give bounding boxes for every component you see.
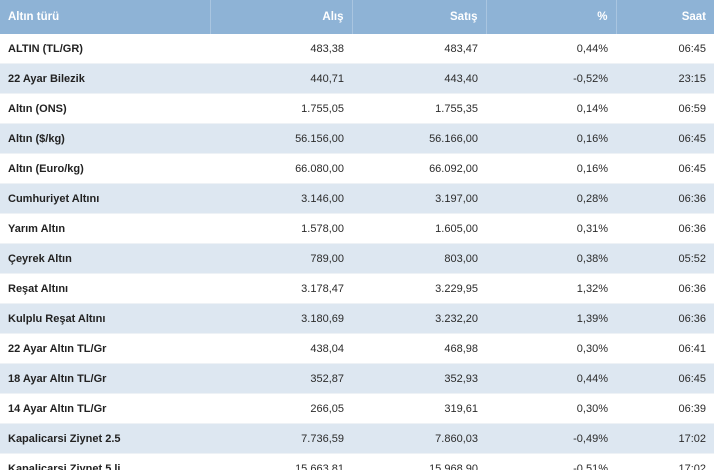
cell-gold-type[interactable]: Yarım Altın xyxy=(0,213,210,244)
table-row[interactable]: Yarım Altın 1.578,00 1.605,00 0,31% 06:36 xyxy=(0,213,714,244)
cell-sell: 1.605,00 xyxy=(352,213,486,244)
cell-percent: 0,14% xyxy=(486,93,616,124)
cell-buy: 3.146,00 xyxy=(210,183,352,214)
table-row[interactable]: Cumhuriyet Altını 3.146,00 3.197,00 0,28% 06… xyxy=(0,183,714,214)
cell-gold-type[interactable]: Altın (Euro/kg) xyxy=(0,153,210,184)
cell-buy: 56.156,00 xyxy=(210,123,352,154)
cell-buy: 66.080,00 xyxy=(210,153,352,184)
header-time[interactable]: Saat xyxy=(616,0,714,34)
cell-buy: 3.180,69 xyxy=(210,303,352,334)
cell-buy: 352,87 xyxy=(210,363,352,394)
table-row[interactable]: Çeyrek Altın 789,00 803,00 0,38% 05:52 xyxy=(0,243,714,274)
cell-time: 17:02 xyxy=(616,423,714,454)
cell-sell: 1.755,35 xyxy=(352,93,486,124)
cell-buy: 3.178,47 xyxy=(210,273,352,304)
cell-percent: 0,28% xyxy=(486,183,616,214)
table-row[interactable]: 22 Ayar Altın TL/Gr 438,04 468,98 0,30% 06:4… xyxy=(0,333,714,364)
cell-gold-type[interactable]: Kulplu Reşat Altını xyxy=(0,303,210,334)
cell-gold-type[interactable]: Cumhuriyet Altını xyxy=(0,183,210,214)
cell-sell: 319,61 xyxy=(352,393,486,424)
cell-time: 06:36 xyxy=(616,273,714,304)
cell-percent: 1,32% xyxy=(486,273,616,304)
header-percent[interactable]: % xyxy=(486,0,617,34)
cell-percent: 0,44% xyxy=(486,363,616,394)
cell-sell: 468,98 xyxy=(352,333,486,364)
cell-time: 06:36 xyxy=(616,183,714,214)
cell-time: 06:36 xyxy=(616,213,714,244)
header-buy[interactable]: Alış xyxy=(210,0,353,34)
cell-buy: 15.663,81 xyxy=(210,453,352,470)
cell-sell: 803,00 xyxy=(352,243,486,274)
cell-gold-type[interactable]: 14 Ayar Altın TL/Gr xyxy=(0,393,210,424)
cell-gold-type[interactable]: 18 Ayar Altın TL/Gr xyxy=(0,363,210,394)
table-row[interactable]: Kulplu Reşat Altını 3.180,69 3.232,20 1,39%… xyxy=(0,303,714,334)
table-row[interactable]: Kapalicarsi Ziynet 2.5 7.736,59 7.860,03 -0… xyxy=(0,423,714,454)
header-sell[interactable]: Satış xyxy=(352,0,487,34)
cell-buy: 438,04 xyxy=(210,333,352,364)
cell-percent: -0,51% xyxy=(486,453,616,470)
cell-time: 06:41 xyxy=(616,333,714,364)
table-row[interactable]: 14 Ayar Altın TL/Gr 266,05 319,61 0,30% 06:3… xyxy=(0,393,714,424)
cell-buy: 483,38 xyxy=(210,34,352,64)
cell-percent: 0,31% xyxy=(486,213,616,244)
cell-gold-type[interactable]: Kapalicarsi Ziynet 2.5 xyxy=(0,423,210,454)
cell-time: 06:59 xyxy=(616,93,714,124)
table-row[interactable]: Altın (Euro/kg) 66.080,00 66.092,00 0,16% 06… xyxy=(0,153,714,184)
cell-time: 06:45 xyxy=(616,34,714,64)
cell-time: 05:52 xyxy=(616,243,714,274)
cell-percent: 0,16% xyxy=(486,123,616,154)
table-row[interactable]: 22 Ayar Bilezik 440,71 443,40 -0,52% 23:15 xyxy=(0,63,714,94)
cell-percent: 0,44% xyxy=(486,34,616,64)
cell-buy: 440,71 xyxy=(210,63,352,94)
table-row[interactable]: Reşat Altını 3.178,47 3.229,95 1,32% 06:36 xyxy=(0,273,714,304)
header-gold-type[interactable]: Altın türü xyxy=(0,0,211,34)
cell-percent: 0,30% xyxy=(486,393,616,424)
table-row[interactable]: 18 Ayar Altın TL/Gr 352,87 352,93 0,44% 06:4… xyxy=(0,363,714,394)
cell-gold-type[interactable]: Altın ($/kg) xyxy=(0,123,210,154)
cell-percent: 0,38% xyxy=(486,243,616,274)
cell-gold-type[interactable]: Çeyrek Altın xyxy=(0,243,210,274)
cell-sell: 3.229,95 xyxy=(352,273,486,304)
cell-sell: 3.197,00 xyxy=(352,183,486,214)
cell-gold-type[interactable]: ALTIN (TL/GR) xyxy=(0,34,210,64)
cell-buy: 7.736,59 xyxy=(210,423,352,454)
cell-sell: 15.968,90 xyxy=(352,453,486,470)
cell-buy: 1.578,00 xyxy=(210,213,352,244)
cell-time: 06:39 xyxy=(616,393,714,424)
cell-time: 23:15 xyxy=(616,63,714,94)
cell-sell: 56.166,00 xyxy=(352,123,486,154)
cell-buy: 789,00 xyxy=(210,243,352,274)
cell-percent: -0,49% xyxy=(486,423,616,454)
table-row[interactable]: ALTIN (TL/GR) 483,38 483,47 0,44% 06:45 xyxy=(0,34,714,64)
cell-sell: 66.092,00 xyxy=(352,153,486,184)
cell-sell: 483,47 xyxy=(352,34,486,64)
table-row[interactable]: Altın (ONS) 1.755,05 1.755,35 0,14% 06:59 xyxy=(0,93,714,124)
cell-buy: 266,05 xyxy=(210,393,352,424)
cell-percent: 0,16% xyxy=(486,153,616,184)
cell-time: 06:45 xyxy=(616,363,714,394)
cell-gold-type[interactable]: Reşat Altını xyxy=(0,273,210,304)
cell-sell: 443,40 xyxy=(352,63,486,94)
table-row[interactable]: Kapalicarsi Ziynet 5 li 15.663,81 15.968,9… xyxy=(0,453,714,470)
header-row: Altın türü Alış Satış % Saat xyxy=(0,0,714,34)
cell-time: 06:36 xyxy=(616,303,714,334)
cell-gold-type[interactable]: Altın (ONS) xyxy=(0,93,210,124)
cell-percent: 0,30% xyxy=(486,333,616,364)
cell-gold-type[interactable]: 22 Ayar Bilezik xyxy=(0,63,210,94)
cell-percent: 1,39% xyxy=(486,303,616,334)
cell-gold-type[interactable]: 22 Ayar Altın TL/Gr xyxy=(0,333,210,364)
cell-sell: 3.232,20 xyxy=(352,303,486,334)
cell-gold-type[interactable]: Kapalicarsi Ziynet 5 li xyxy=(0,453,210,470)
table-body: ALTIN (TL/GR) 483,38 483,47 0,44% 06:45 22 Ay… xyxy=(0,34,714,470)
cell-time: 17:02 xyxy=(616,453,714,470)
table-header: Altın türü Alış Satış % Saat xyxy=(0,0,714,34)
cell-sell: 352,93 xyxy=(352,363,486,394)
cell-percent: -0,52% xyxy=(486,63,616,94)
table-row[interactable]: Altın ($/kg) 56.156,00 56.166,00 0,16% 06:45 xyxy=(0,123,714,154)
cell-sell: 7.860,03 xyxy=(352,423,486,454)
cell-time: 06:45 xyxy=(616,123,714,154)
cell-buy: 1.755,05 xyxy=(210,93,352,124)
cell-time: 06:45 xyxy=(616,153,714,184)
